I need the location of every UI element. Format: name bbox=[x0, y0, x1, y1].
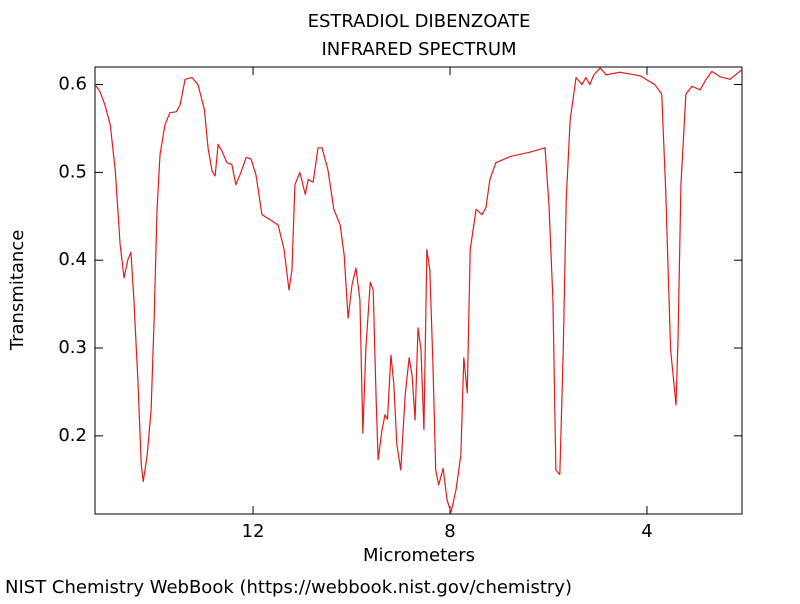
y-tick-label: 0.4 bbox=[58, 249, 87, 270]
footer: NIST Chemistry WebBook (https://webbook.… bbox=[5, 577, 572, 598]
y-tick-label: 0.3 bbox=[58, 337, 87, 358]
y-tick-label: 0.6 bbox=[58, 74, 87, 95]
y-tick-label: 0.5 bbox=[58, 161, 87, 182]
plot-frame bbox=[94, 66, 743, 515]
x-tick-label: 4 bbox=[641, 521, 652, 542]
spectrum-line bbox=[94, 67, 743, 513]
y-tick-label: 0.2 bbox=[58, 425, 87, 446]
chart-title: ESTRADIOL DIBENZOATE bbox=[308, 11, 531, 32]
y-axis-label: Transmitance bbox=[7, 230, 28, 352]
chart-subtitle: INFRARED SPECTRUM bbox=[321, 39, 516, 60]
x-axis-label: Micrometers bbox=[363, 545, 475, 566]
x-tick-label: 8 bbox=[444, 521, 455, 542]
x-tick-label: 12 bbox=[242, 521, 265, 542]
